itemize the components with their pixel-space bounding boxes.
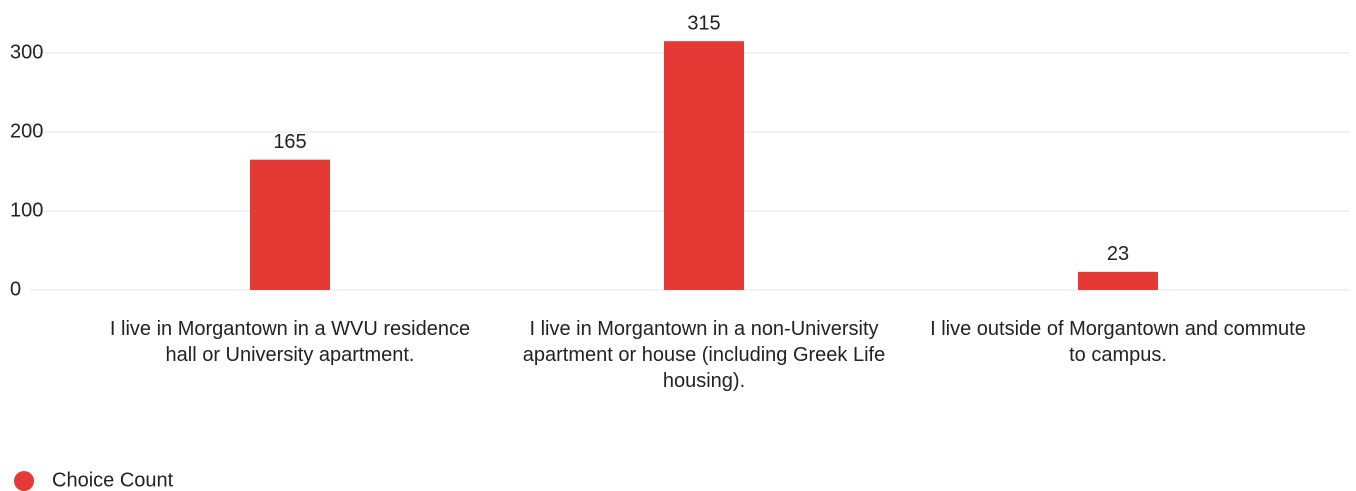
x-tick-label: I live in Morgantown in a non-University… bbox=[522, 318, 886, 392]
bar bbox=[1078, 271, 1158, 290]
value-label: 23 bbox=[1107, 243, 1129, 265]
x-tick-label: I live outside of Morgantown and commute… bbox=[930, 318, 1306, 366]
x-tick-label: I live in Morgantown in a WVU residence … bbox=[109, 318, 471, 366]
legend-marker bbox=[14, 471, 34, 491]
bar bbox=[250, 159, 330, 290]
y-tick-label: 100 bbox=[10, 199, 43, 221]
y-tick-label: 200 bbox=[10, 120, 43, 142]
legend-label: Choice Count bbox=[52, 469, 174, 491]
y-tick-label: 0 bbox=[10, 278, 21, 300]
value-label: 165 bbox=[273, 131, 306, 153]
bar bbox=[664, 41, 744, 291]
value-label: 315 bbox=[687, 12, 720, 34]
y-tick-label: 300 bbox=[10, 41, 43, 63]
